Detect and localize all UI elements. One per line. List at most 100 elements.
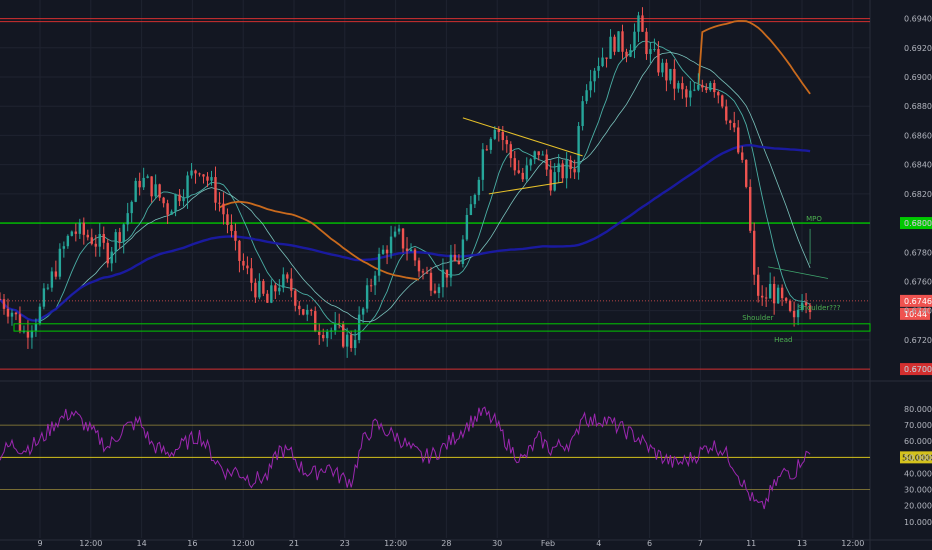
time-tick-label: 6 xyxy=(647,539,652,548)
candle-body xyxy=(433,290,437,294)
candle-body xyxy=(780,287,784,299)
candle-body xyxy=(581,101,584,127)
candle-body xyxy=(397,228,401,232)
candle-body xyxy=(665,62,668,81)
candle-body xyxy=(784,298,788,301)
candle-body xyxy=(401,228,405,249)
candle-body xyxy=(282,274,285,288)
candle-body xyxy=(357,314,361,341)
time-tick-label: 12:00 xyxy=(384,539,407,548)
neckline xyxy=(768,266,829,279)
candle-body xyxy=(457,261,461,264)
time-tick-label: 12:00 xyxy=(232,539,255,548)
candle-body xyxy=(517,170,520,173)
rsi-value-label: 50.0000 xyxy=(902,453,932,462)
candle-body xyxy=(310,309,313,312)
candle-body xyxy=(26,331,30,338)
candle-body xyxy=(174,194,177,212)
candle-body xyxy=(186,175,189,199)
candle-body xyxy=(741,152,744,160)
candle-body xyxy=(501,131,504,141)
candle-body xyxy=(589,81,592,91)
candle-body xyxy=(768,283,772,299)
candle-body xyxy=(725,106,728,121)
candle-body xyxy=(637,15,640,32)
candle-body xyxy=(772,283,776,304)
candle-body xyxy=(557,163,560,173)
ma-orange-line xyxy=(219,20,811,281)
candle-body xyxy=(756,274,760,296)
candle-body xyxy=(222,203,225,215)
candle-body xyxy=(733,123,736,128)
candle-body xyxy=(617,31,620,52)
rsi-tick-label: 50.0000 xyxy=(904,453,932,462)
rsi-tick-label: 80.0000 xyxy=(904,405,932,414)
rsi-line xyxy=(0,406,811,510)
countdown-tag xyxy=(900,307,930,320)
candle-body xyxy=(66,235,70,247)
candle-body xyxy=(605,57,608,59)
candle-body xyxy=(749,186,752,231)
candle-body xyxy=(345,334,349,347)
time-tick-label: 11 xyxy=(746,539,756,548)
candle-body xyxy=(377,253,381,276)
candle-body xyxy=(306,309,309,315)
candle-body xyxy=(485,149,489,151)
candle-body xyxy=(792,310,796,318)
candle-body xyxy=(14,312,18,315)
chart-annotation: Shoulder??? xyxy=(798,304,841,312)
candle-body xyxy=(521,172,524,180)
candle-body xyxy=(565,160,568,179)
candle-body xyxy=(194,170,197,174)
candle-body xyxy=(138,180,141,188)
candle-body xyxy=(804,302,808,306)
candle-body xyxy=(705,87,708,91)
level-tag xyxy=(900,294,932,307)
candle-body xyxy=(290,278,293,291)
candle-body xyxy=(573,169,576,173)
candlesticks xyxy=(0,7,812,358)
candle-body xyxy=(645,31,648,55)
candle-body xyxy=(409,249,413,251)
candle-body xyxy=(597,66,600,71)
candle-body xyxy=(170,211,173,215)
drawings[interactable]: Shoulder Shoulder??? Head MPO xyxy=(13,117,871,344)
candle-body xyxy=(381,249,385,254)
candle-body xyxy=(745,159,748,187)
candle-body xyxy=(633,31,636,51)
time-tick-label: 7 xyxy=(698,539,703,548)
candle-body xyxy=(541,154,544,156)
candle-body xyxy=(437,287,441,294)
candle-body xyxy=(110,251,113,264)
candle-body xyxy=(753,230,756,275)
time-tick-label: 14 xyxy=(137,539,147,548)
candle-body xyxy=(449,254,453,278)
candle-body xyxy=(677,83,680,89)
candle-body xyxy=(365,285,369,309)
candle-body xyxy=(489,138,493,150)
candle-body xyxy=(669,68,672,81)
time-tick-label: Feb xyxy=(541,539,555,548)
candle-body xyxy=(262,280,265,294)
candle-body xyxy=(425,272,429,274)
candle-body xyxy=(270,285,273,303)
candle-body xyxy=(373,275,377,286)
candle-body xyxy=(513,158,516,171)
candle-body xyxy=(385,249,389,254)
candle-body xyxy=(788,300,792,311)
candle-body xyxy=(182,198,185,202)
chart-annotation: MPO xyxy=(806,215,822,223)
candle-body xyxy=(393,231,397,237)
candle-body xyxy=(38,306,42,324)
candle-body xyxy=(54,271,58,277)
candle-body xyxy=(629,50,632,57)
